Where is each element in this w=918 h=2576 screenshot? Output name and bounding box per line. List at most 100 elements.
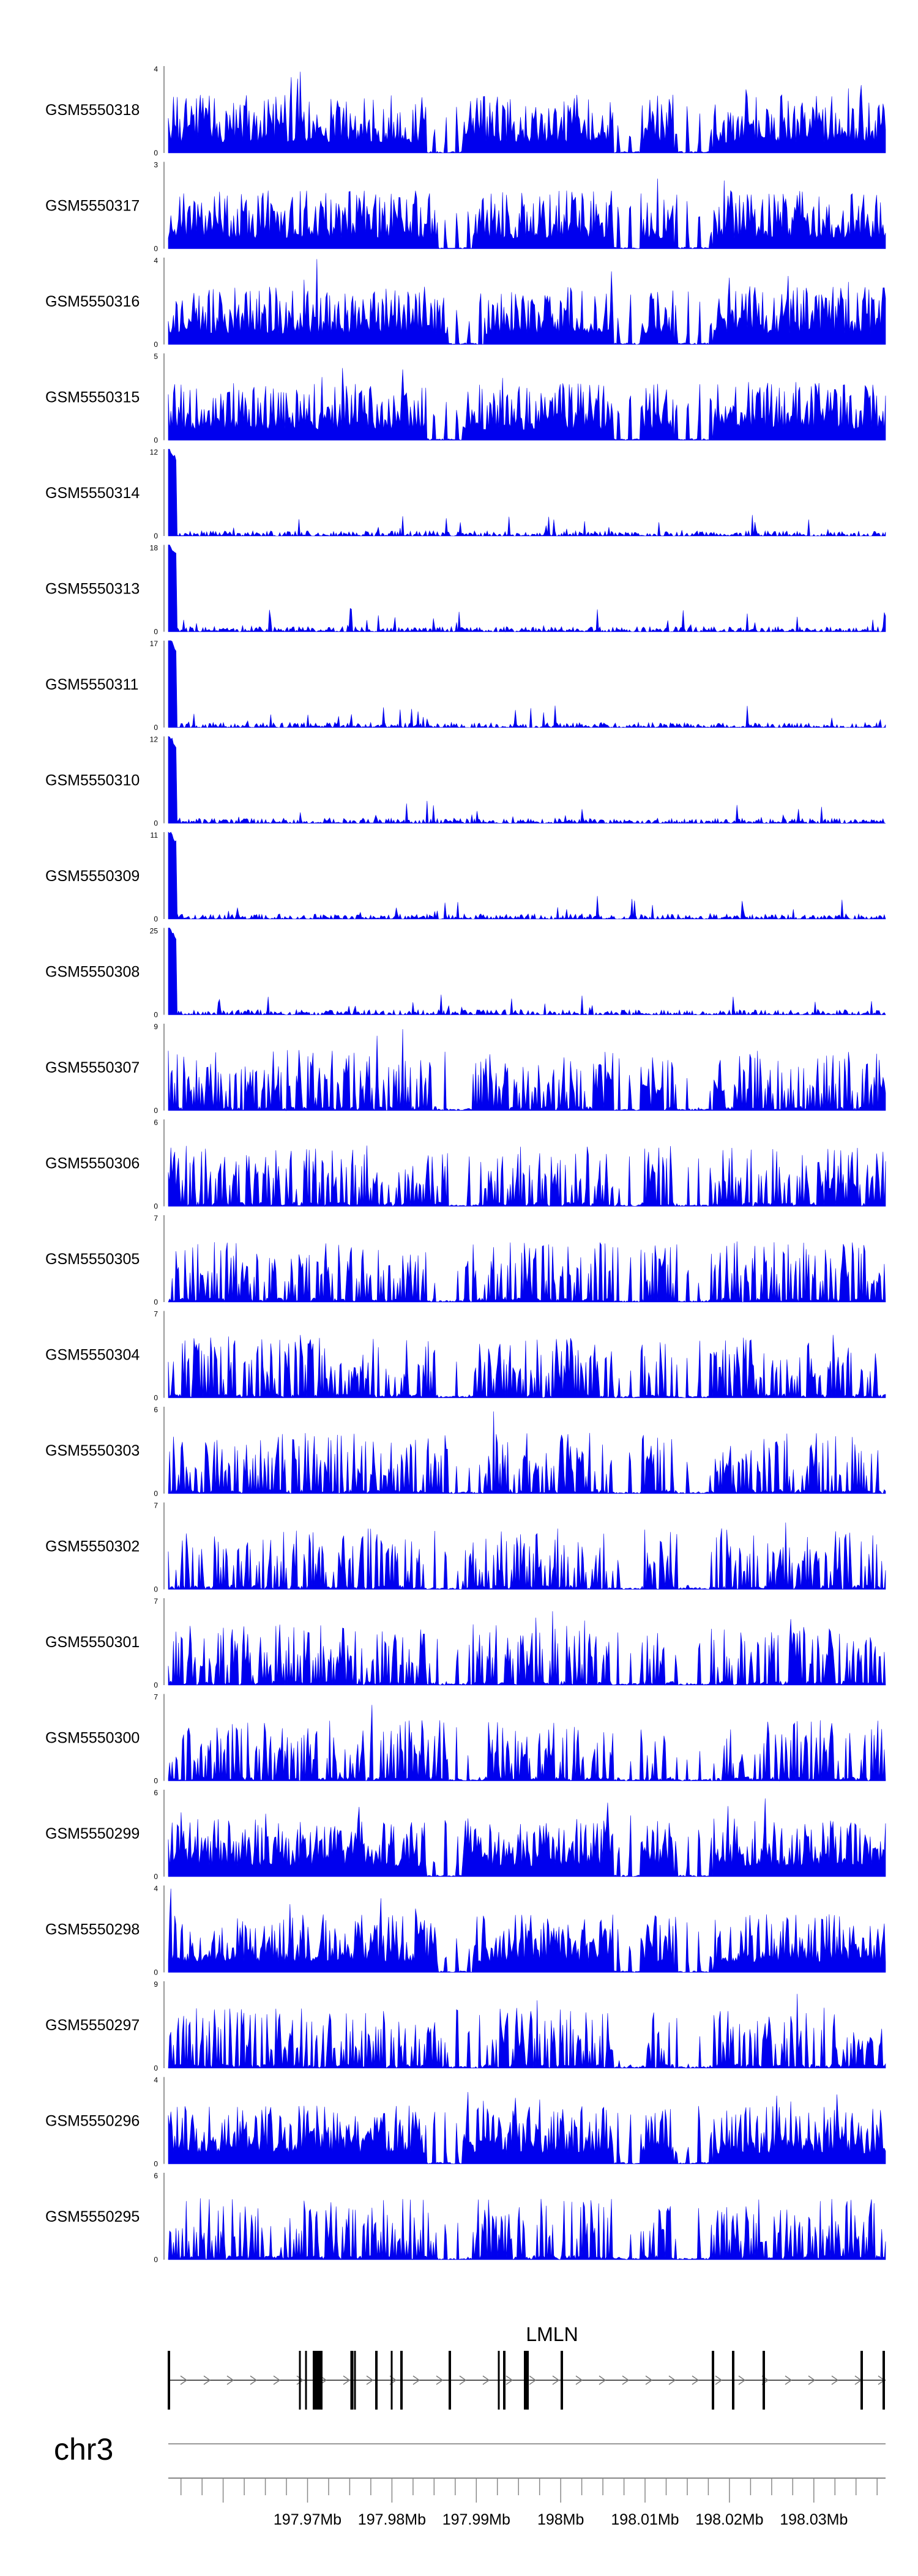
track-ymax-label: 25 (150, 927, 159, 936)
strand-arrow (203, 2375, 211, 2385)
track-label: GSM5550310 (45, 772, 140, 789)
coverage-area (168, 368, 886, 441)
axis-tick-label: 197.99Mb (442, 2511, 510, 2528)
exon (763, 2351, 765, 2410)
track-ymin-label: 0 (154, 1298, 158, 1306)
track-ymax-label: 6 (154, 1405, 158, 1414)
axis-tick-label: 198.02Mb (695, 2511, 763, 2528)
track-ymin-label: 0 (154, 2255, 158, 2264)
track-GSM5550300: GSM5550300 7 0 (45, 1693, 886, 1785)
coverage-area (168, 1522, 886, 1590)
track-ymax-label: 9 (154, 1022, 158, 1031)
coverage-area (168, 928, 886, 1016)
track-label: GSM5550300 (45, 1730, 140, 1747)
coverage-area (168, 1888, 886, 1973)
strand-arrow (482, 2375, 490, 2385)
strand-arrow (226, 2375, 234, 2385)
track-ymax-label: 4 (154, 2076, 158, 2085)
track-label: GSM5550316 (45, 293, 140, 310)
track-label: GSM5550309 (45, 868, 140, 885)
track-GSM5550296: GSM5550296 4 0 (45, 2076, 886, 2168)
track-ymax-label: 7 (154, 1502, 158, 1510)
track-GSM5550317: GSM5550317 3 0 (45, 161, 886, 253)
track-ymin-label: 0 (154, 819, 158, 828)
track-ymax-label: 6 (154, 1119, 158, 1127)
coverage-area (168, 2198, 886, 2260)
track-ymax-label: 7 (154, 1597, 158, 1606)
track-ymin-label: 0 (154, 1681, 158, 1689)
track-ymax-label: 6 (154, 2172, 158, 2180)
strand-arrow (622, 2375, 630, 2385)
track-GSM5550304: GSM5550304 7 0 (45, 1310, 886, 1402)
strand-arrow (459, 2375, 467, 2385)
track-ymax-label: 7 (154, 1214, 158, 1223)
strand-arrow (599, 2375, 606, 2385)
track-ymin-label: 0 (154, 149, 158, 157)
strand-arrow (715, 2375, 723, 2385)
track-ymax-label: 9 (154, 1980, 158, 1989)
track-label: GSM5550296 (45, 2113, 140, 2130)
axis-tick-labels: 197.97Mb 197.98Mb 197.99Mb 198Mb 198.01Mb 198… (274, 2511, 848, 2528)
gene-exons (168, 2351, 885, 2410)
exon (313, 2351, 319, 2410)
track-label: GSM5550298 (45, 1921, 140, 1938)
strand-arrow (738, 2375, 746, 2385)
coverage-area (168, 640, 886, 729)
track-ymax-label: 4 (154, 256, 158, 265)
track-ymax-label: 4 (154, 1885, 158, 1893)
track-ymin-label: 0 (154, 1585, 158, 1594)
track-ymax-label: 3 (154, 161, 158, 169)
track-ymin-label: 0 (154, 2064, 158, 2072)
coverage-tracks: GSM555031840GSM555031730GSM555031640GSM5… (45, 65, 886, 2264)
track-ymax-label: 5 (154, 352, 158, 361)
track-GSM5550297: GSM5550297 9 0 (45, 1980, 886, 2072)
strand-arrow (273, 2375, 281, 2385)
track-ymin-label: 0 (154, 723, 158, 732)
track-ymin-label: 0 (154, 2160, 158, 2168)
coverage-area (168, 832, 886, 920)
track-GSM5550315: GSM5550315 5 0 (45, 352, 886, 445)
axis-tick-label: 198.03Mb (780, 2511, 848, 2528)
coverage-area (168, 1411, 886, 1494)
track-ymax-label: 12 (150, 735, 159, 744)
track-ymin-label: 0 (154, 436, 158, 445)
track-ymax-label: 6 (154, 1789, 158, 1797)
exon (712, 2351, 714, 2410)
track-label: GSM5550307 (45, 1059, 140, 1076)
exon (498, 2351, 500, 2410)
track-ymax-label: 18 (150, 544, 159, 553)
track-label: GSM5550311 (45, 676, 138, 693)
coverage-area (168, 736, 886, 824)
track-ymin-label: 0 (154, 628, 158, 636)
track-GSM5550316: GSM5550316 4 0 (45, 256, 886, 349)
track-GSM5550306: GSM5550306 6 0 (45, 1119, 886, 1211)
coverage-area (168, 1798, 886, 1877)
strand-arrow (831, 2375, 839, 2385)
track-ymin-label: 0 (154, 1968, 158, 1977)
coverage-area (168, 449, 886, 537)
track-label: GSM5550304 (45, 1347, 140, 1364)
coverage-area (168, 545, 886, 633)
exon (883, 2351, 885, 2410)
gene-label: LMLN (526, 2323, 578, 2345)
axis-tick-label: 197.98Mb (358, 2511, 426, 2528)
track-GSM5550318: GSM5550318 4 0 (45, 65, 886, 157)
genome-axis: 197.97Mb 197.98Mb 197.99Mb 198Mb 198.01Mb 198… (168, 2477, 886, 2528)
track-GSM5550303: GSM5550303 6 0 (45, 1405, 886, 1498)
track-GSM5550311: GSM5550311 17 0 (45, 639, 886, 732)
exon (319, 2351, 323, 2410)
strand-arrow (250, 2375, 258, 2385)
track-ymax-label: 17 (150, 639, 159, 648)
gene-strand-arrows (180, 2375, 886, 2385)
coverage-area (168, 72, 886, 154)
track-label: GSM5550315 (45, 389, 140, 406)
track-GSM5550307: GSM5550307 9 0 (45, 1022, 886, 1115)
coverage-area (168, 2091, 886, 2164)
exon (503, 2351, 506, 2410)
track-GSM5550313: GSM5550313 18 0 (45, 544, 886, 636)
exon (168, 2351, 170, 2410)
exon (375, 2351, 378, 2410)
track-GSM5550305: GSM5550305 7 0 (45, 1214, 886, 1306)
track-ymin-label: 0 (154, 1011, 158, 1019)
